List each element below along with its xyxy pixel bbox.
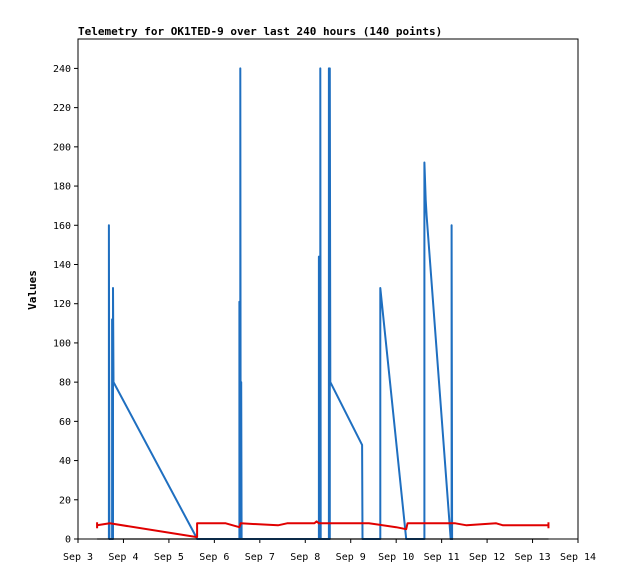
series-line-0	[107, 67, 454, 540]
y-axis-ticks: 0 20 40 60 80 100 120 140 160 180 200 220 240	[53, 64, 78, 546]
x-tick-label: Sep 12	[469, 552, 505, 563]
series-layer	[96, 67, 550, 540]
x-tick-label: Sep 11	[424, 552, 460, 563]
y-tick-label: 140	[53, 260, 71, 271]
x-tick-label: Sep 9	[336, 552, 366, 563]
y-tick-label: 180	[53, 182, 71, 193]
y-tick-label: 80	[59, 378, 71, 389]
y-tick-label: 0	[65, 535, 71, 546]
x-tick-label: Sep 10	[378, 552, 414, 563]
x-tick-label: Sep 7	[245, 552, 275, 563]
x-tick-label: Sep 14	[560, 552, 596, 563]
y-tick-label: 220	[53, 103, 71, 114]
x-tick-label: Sep 5	[154, 552, 184, 563]
y-tick-label: 200	[53, 142, 71, 153]
y-tick-label: 60	[59, 417, 71, 428]
x-tick-label: Sep 6	[199, 552, 229, 563]
y-tick-label: 240	[53, 64, 71, 75]
chart-title: Telemetry for OK1TED-9 over last 240 hou…	[78, 25, 442, 38]
y-tick-label: 160	[53, 221, 71, 232]
x-tick-label: Sep 13	[514, 552, 550, 563]
y-tick-label: 100	[53, 338, 71, 349]
y-tick-label: 120	[53, 299, 71, 310]
y-axis-label: Values	[26, 270, 39, 310]
series-line-1	[96, 520, 549, 538]
y-tick-label: 20	[59, 495, 71, 506]
x-tick-label: Sep 3	[63, 552, 93, 563]
y-tick-label: 40	[59, 456, 71, 467]
x-tick-label: Sep 8	[290, 552, 320, 563]
x-axis-ticks: Sep 3 Sep 4 Sep 5 Sep 6 Sep 7 Sep 8 Sep 9 Sep 1…	[63, 539, 596, 563]
x-tick-label: Sep 4	[108, 552, 138, 563]
